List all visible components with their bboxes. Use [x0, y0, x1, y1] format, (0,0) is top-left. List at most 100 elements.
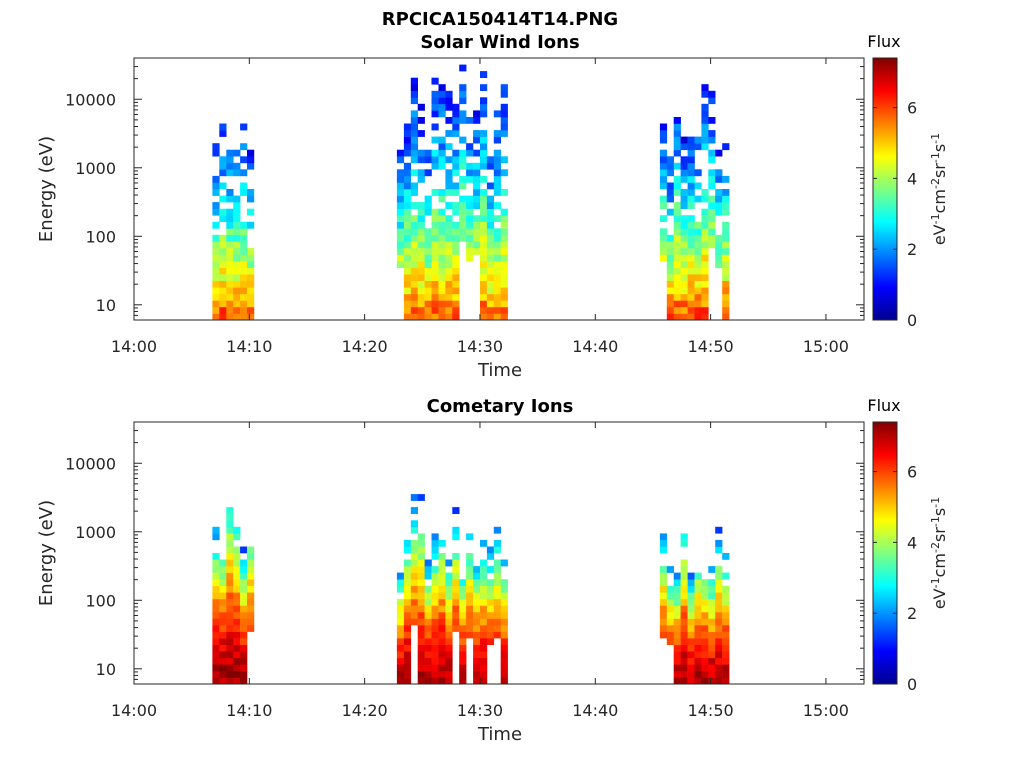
spectrogram-cell — [233, 592, 241, 600]
spectrogram-cell — [410, 215, 418, 222]
spectrogram-cell — [493, 149, 501, 157]
spectrogram-cell — [219, 293, 227, 301]
spectrogram-cell — [473, 175, 481, 183]
spectrogram-cell — [480, 572, 488, 580]
spectrogram-cell — [666, 618, 674, 626]
spectrogram-cell — [680, 306, 688, 314]
spectrogram-cell — [410, 267, 418, 275]
spectrogram-cell — [680, 579, 688, 586]
spectrogram-cell — [694, 657, 702, 665]
spectrogram-cell — [659, 195, 668, 203]
spectrogram-cell — [701, 84, 709, 91]
spectrogram-cell — [715, 651, 723, 659]
spectrogram-cell — [247, 189, 255, 196]
spectrogram-cell — [673, 306, 681, 314]
spectrogram-cells-cometary — [212, 494, 730, 685]
spectrogram-cell — [687, 592, 695, 600]
spectrogram-cell — [396, 572, 405, 580]
spectrogram-cell — [493, 182, 501, 190]
spectrogram-cell — [715, 670, 723, 678]
spectrogram-cell — [480, 300, 488, 308]
spectrogram-cell — [680, 162, 688, 170]
spectrogram-cell — [459, 651, 467, 659]
spectrogram-cell — [417, 293, 425, 301]
spectrogram-cell — [480, 103, 488, 111]
spectrogram-cell — [240, 313, 248, 321]
spectrogram-cell — [233, 221, 241, 229]
spectrogram-cell — [500, 677, 508, 685]
spectrogram-cell — [486, 313, 495, 321]
spectrogram-cell — [480, 254, 488, 262]
spectrogram-cell — [708, 625, 716, 632]
spectrogram-cell — [715, 657, 723, 665]
spectrogram-cell — [701, 618, 709, 626]
spectrogram-cell — [438, 313, 446, 321]
spectrogram-cell — [680, 228, 688, 236]
spectrogram-cell — [673, 189, 681, 196]
spectrogram-cell — [212, 526, 220, 534]
spectrogram-cell — [722, 618, 730, 626]
spectrogram-cell — [452, 169, 460, 177]
spectrogram-cell — [403, 241, 412, 249]
spectrogram-cell — [500, 598, 508, 606]
spectrogram-cell — [417, 103, 425, 111]
spectrogram-cell — [480, 306, 488, 314]
spectrogram-cell — [715, 612, 723, 619]
spectrogram-cell — [445, 241, 453, 249]
spectrogram-cell — [226, 247, 234, 255]
spectrogram-cell — [480, 189, 488, 196]
x-tick-label: 14:00 — [111, 337, 157, 356]
spectrogram-cell — [701, 280, 709, 288]
spectrogram-cell — [240, 618, 248, 626]
spectrogram-cell — [417, 247, 425, 255]
spectrogram-cell — [417, 494, 425, 501]
spectrogram-cell — [500, 657, 508, 665]
spectrogram-cell — [486, 241, 495, 249]
spectrogram-cell — [701, 117, 709, 124]
spectrogram-cell — [480, 110, 488, 118]
spectrogram-cell — [403, 202, 412, 209]
spectrogram-cell — [240, 143, 248, 151]
spectrogram-cell — [466, 175, 474, 183]
spectrogram-cell — [673, 261, 681, 268]
spectrogram-cell — [701, 631, 709, 639]
spectrogram-cell — [694, 300, 702, 308]
spectrogram-cell — [445, 169, 453, 177]
spectrogram-cell — [466, 579, 474, 586]
spectrogram-cell — [431, 136, 439, 144]
spectrogram-cell — [452, 612, 460, 619]
spectrogram-cell — [708, 130, 716, 137]
spectrogram-cell — [694, 247, 702, 255]
spectrogram-cell — [410, 539, 418, 547]
spectrogram-cell — [403, 221, 412, 229]
spectrogram-cell — [431, 97, 439, 105]
spectrogram-cell — [493, 539, 501, 547]
spectrogram-cell — [417, 267, 425, 275]
spectrogram-cell — [417, 208, 425, 216]
panel-solar-wind: Solar Wind Ions 14:00 14:10 14:20 14:30 14:4… — [36, 32, 949, 381]
spectrogram-cell — [673, 247, 681, 255]
spectrogram-cell — [708, 117, 716, 124]
spectrogram-cell — [410, 507, 418, 514]
spectrogram-cell — [659, 579, 668, 586]
spectrogram-cell — [438, 280, 446, 288]
x-tick-label: 14:40 — [572, 701, 618, 720]
spectrogram-cell — [403, 612, 412, 619]
spectrogram-cell — [493, 241, 501, 249]
spectrogram-cells-solar-wind — [212, 64, 730, 321]
spectrogram-cell — [708, 651, 716, 659]
spectrogram-cell — [233, 553, 241, 560]
spectrogram-cell — [480, 136, 488, 144]
spectrogram-cell — [431, 592, 439, 600]
spectrogram-cell — [466, 247, 474, 255]
spectrogram-cell — [459, 195, 467, 203]
spectrogram-cell — [410, 123, 418, 131]
spectrogram-cell — [694, 644, 702, 652]
spectrogram-cell — [445, 651, 453, 659]
spectrogram-cell — [486, 156, 495, 164]
spectrogram-cell — [687, 274, 695, 281]
spectrogram-cell — [687, 644, 695, 652]
spectrogram-cell — [486, 546, 495, 554]
spectrogram-cell — [452, 280, 460, 288]
spectrogram-cell — [687, 585, 695, 593]
